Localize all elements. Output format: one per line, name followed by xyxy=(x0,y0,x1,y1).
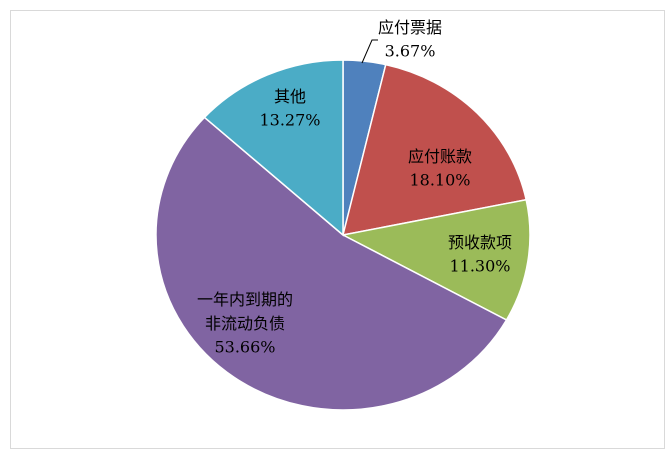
pie-slice xyxy=(340,198,531,321)
slice-label-line: 预收款项 xyxy=(448,233,512,252)
value-label: 53.66% xyxy=(214,338,275,357)
leader-line xyxy=(361,39,378,64)
value-label: 18.10% xyxy=(409,171,470,190)
slice-label: 一年内到期的非流动负债 xyxy=(197,290,293,333)
slice-label-line: 其他 xyxy=(274,87,306,106)
slice-label: 其他 xyxy=(274,87,306,106)
slice-label-line: 非流动负债 xyxy=(205,314,285,333)
slice-label-line: 应付票据 xyxy=(378,18,442,37)
value-label: 3.67% xyxy=(385,42,436,61)
value-label: 11.30% xyxy=(449,257,510,276)
slice-label: 应付票据 xyxy=(378,18,442,37)
slice-label-line: 一年内到期的 xyxy=(197,290,293,309)
pie-slice xyxy=(203,59,344,237)
slice-label: 预收款项 xyxy=(448,233,512,252)
slice-label: 应付账款 xyxy=(408,147,472,166)
pie-slice xyxy=(155,116,508,411)
slice-label-line: 应付账款 xyxy=(408,147,472,166)
value-label: 13.27% xyxy=(259,111,320,130)
pie-slice xyxy=(341,63,528,236)
